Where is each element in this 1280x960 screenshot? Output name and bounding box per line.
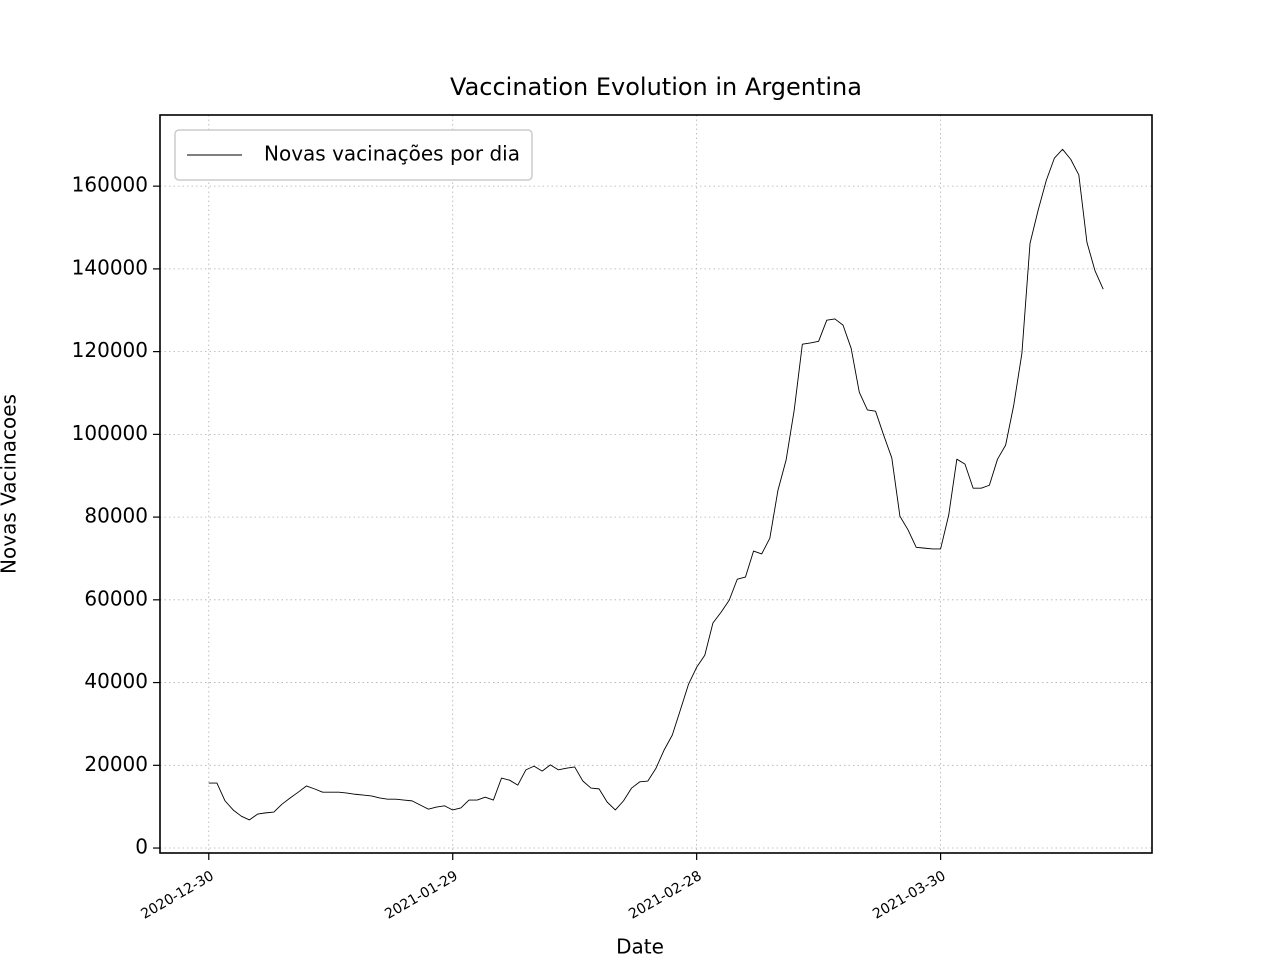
chart-title: Vaccination Evolution in Argentina [450,73,862,101]
plot-frame [159,114,1153,854]
y-tick-label: 100000 [72,421,148,445]
y-tick-label: 120000 [72,338,148,362]
y-tick-label: 160000 [72,173,148,197]
y-tick-label: 80000 [84,504,148,528]
y-tick-label: 140000 [72,255,148,279]
y-tick-label: 40000 [84,669,148,693]
legend: Novas vacinações por dia [174,129,533,181]
x-axis-label: Date [616,935,664,959]
y-tick-label: 20000 [84,752,148,776]
y-tick-label: 0 [135,835,148,859]
data-line [208,148,1104,821]
legend-label: Novas vacinações por dia [264,142,520,166]
y-tick-label: 60000 [84,586,148,610]
y-axis-label: Novas Vacinacoes [0,394,21,574]
legend-box [174,129,533,181]
